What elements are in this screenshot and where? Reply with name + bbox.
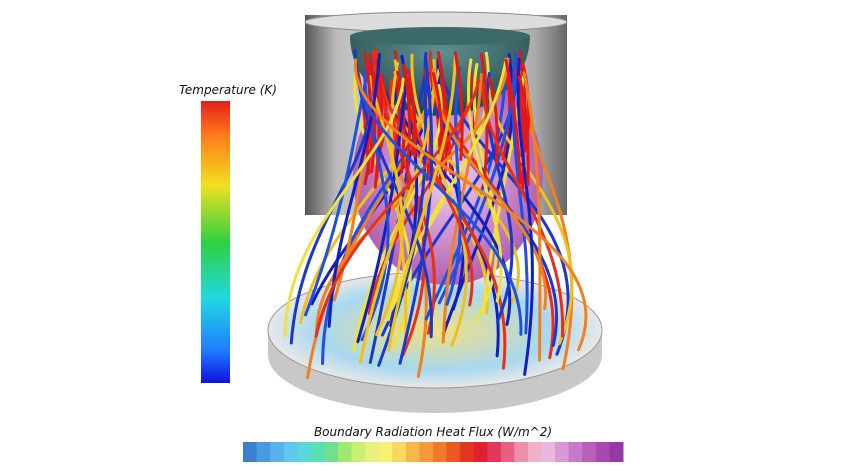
colorbar-segment (528, 442, 543, 462)
colorbar-segment (500, 442, 515, 462)
streamline (283, 77, 405, 338)
colorbar-segment (555, 442, 570, 462)
colorbar-segment (351, 442, 366, 462)
streamline (386, 58, 508, 322)
colorbar-segment (419, 442, 434, 462)
dome-top (350, 27, 530, 45)
streamline (481, 83, 564, 338)
colorbar-segment (338, 442, 353, 462)
colorbar-segment (568, 442, 583, 462)
colorbar-segment (433, 442, 448, 462)
colorbar-segment (609, 442, 624, 462)
streamline (356, 71, 410, 344)
streamline (410, 53, 468, 347)
colorbar-segment (310, 442, 325, 462)
streamline-hot (504, 58, 523, 185)
streamline (389, 61, 408, 343)
colorbar-segment (270, 442, 285, 462)
streamline (314, 78, 481, 338)
streamline-hot (363, 51, 372, 155)
streamline-hot (487, 77, 499, 165)
streamline (354, 58, 588, 352)
streamlines (283, 48, 588, 380)
streamline (522, 71, 542, 362)
streamline (472, 62, 499, 323)
colorbar-segment (473, 442, 488, 462)
streamline (516, 57, 534, 376)
heat-flux-legend-title: Boundary Radiation Heat Flux (W/m^2) (314, 425, 552, 439)
streamline (358, 58, 436, 365)
colorbar-segment (324, 442, 339, 462)
colorbar-segment (243, 442, 258, 462)
colorbar-segment (446, 442, 461, 462)
colorbar-segment (297, 442, 312, 462)
streamline (387, 52, 457, 352)
colorbar-segment (365, 442, 380, 462)
streamline (511, 51, 529, 335)
temperature-colorbar (201, 101, 230, 383)
streamline-hot (391, 73, 401, 166)
colorbar-segment (582, 442, 597, 462)
heat-flux-colorbar (243, 442, 624, 462)
colorbar-segment (378, 442, 393, 462)
colorbar-segment (283, 442, 298, 462)
streamline-hot (517, 75, 530, 187)
streamline (356, 76, 523, 336)
streamline (445, 67, 462, 306)
colorbar-segment (392, 442, 407, 462)
colorbar-segment (256, 442, 271, 462)
colorbar-segment (405, 442, 420, 462)
colorbar-segment (460, 442, 475, 462)
colorbar-segment (595, 442, 610, 462)
temperature-legend-title: Temperature (K) (179, 83, 277, 97)
colorbar-segment (487, 442, 502, 462)
streamline (466, 58, 503, 303)
streamline (441, 72, 483, 344)
colorbar-segment (514, 442, 529, 462)
colorbar-segment (541, 442, 556, 462)
streamline-hot (453, 51, 464, 162)
